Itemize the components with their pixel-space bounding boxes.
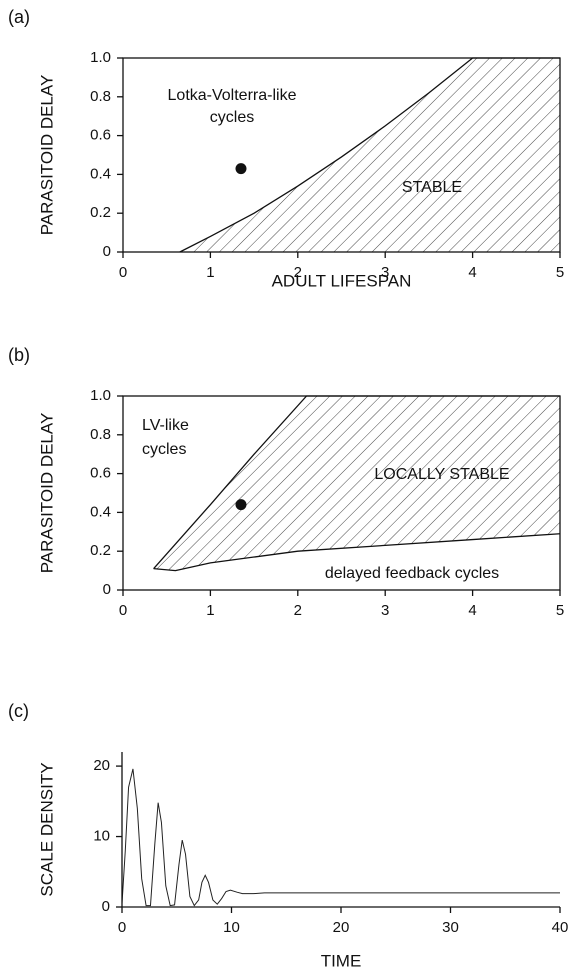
annotation: delayed feedback cycles: [325, 565, 499, 582]
x-tick-label: 4: [468, 264, 476, 281]
y-tick-label: 0: [103, 581, 111, 598]
point: [235, 499, 247, 511]
y-tick-label: 0.2: [90, 542, 111, 559]
plot-frame: [122, 57, 561, 253]
x-tick-label: 4: [468, 602, 476, 619]
x-tick-label: 3: [381, 602, 389, 619]
hatched-region: [179, 58, 560, 252]
y-tick-label: 0.6: [90, 127, 111, 144]
y-tick-label: 1.0: [90, 387, 111, 404]
boundary-line: [153, 533, 561, 572]
line: [121, 768, 560, 907]
y-axis-label: PARASITOID DELAY: [37, 75, 56, 236]
y-tick-label: 0: [103, 243, 111, 260]
panel-label: (c): [8, 701, 29, 721]
y-tick-label: 1.0: [90, 49, 111, 66]
plot-frame: [122, 395, 561, 591]
x-tick-label: 5: [556, 264, 564, 281]
x-tick-label: 3: [381, 264, 389, 281]
annotation: LV-like: [142, 417, 189, 434]
y-tick-label: 10: [93, 828, 110, 845]
x-tick-label: 10: [223, 919, 240, 936]
point: [235, 163, 247, 175]
y-tick-label: 0.6: [90, 465, 111, 482]
y-axis-label: PARASITOID DELAY: [37, 413, 56, 574]
annotation: LOCALLY STABLE: [374, 466, 509, 483]
y-tick-label: 0: [102, 898, 110, 915]
panel-label: (b): [8, 345, 30, 365]
x-axis-label: TIME: [321, 951, 362, 970]
y-tick-label: 0.8: [90, 426, 111, 443]
y-tick-label: 20: [93, 757, 110, 774]
x-tick-label: 2: [294, 602, 302, 619]
annotation: cycles: [210, 109, 254, 126]
y-tick-label: 0.2: [90, 204, 111, 221]
hatched-region: [153, 396, 560, 571]
x-tick-label: 0: [119, 264, 127, 281]
x-tick-label: 2: [294, 264, 302, 281]
y-axis-label: SCALE DENSITY: [37, 762, 56, 896]
x-tick-label: 1: [206, 264, 214, 281]
x-tick-label: 30: [442, 919, 459, 936]
y-tick-label: 0.4: [90, 503, 111, 520]
x-tick-label: 40: [552, 919, 569, 936]
x-tick-label: 5: [556, 602, 564, 619]
annotation: Lotka-Volterra-like: [168, 87, 297, 104]
x-tick-label: 0: [119, 602, 127, 619]
boundary-line: [179, 57, 560, 253]
y-tick-label: 0.4: [90, 165, 111, 182]
x-tick-label: 20: [333, 919, 350, 936]
annotation: STABLE: [402, 179, 462, 196]
panel-label: (a): [8, 7, 30, 27]
y-tick-label: 0.8: [90, 88, 111, 105]
x-tick-label: 1: [206, 602, 214, 619]
x-tick-label: 0: [118, 919, 126, 936]
x-axis-label: ADULT LIFESPAN: [272, 271, 412, 290]
annotation: cycles: [142, 441, 186, 458]
